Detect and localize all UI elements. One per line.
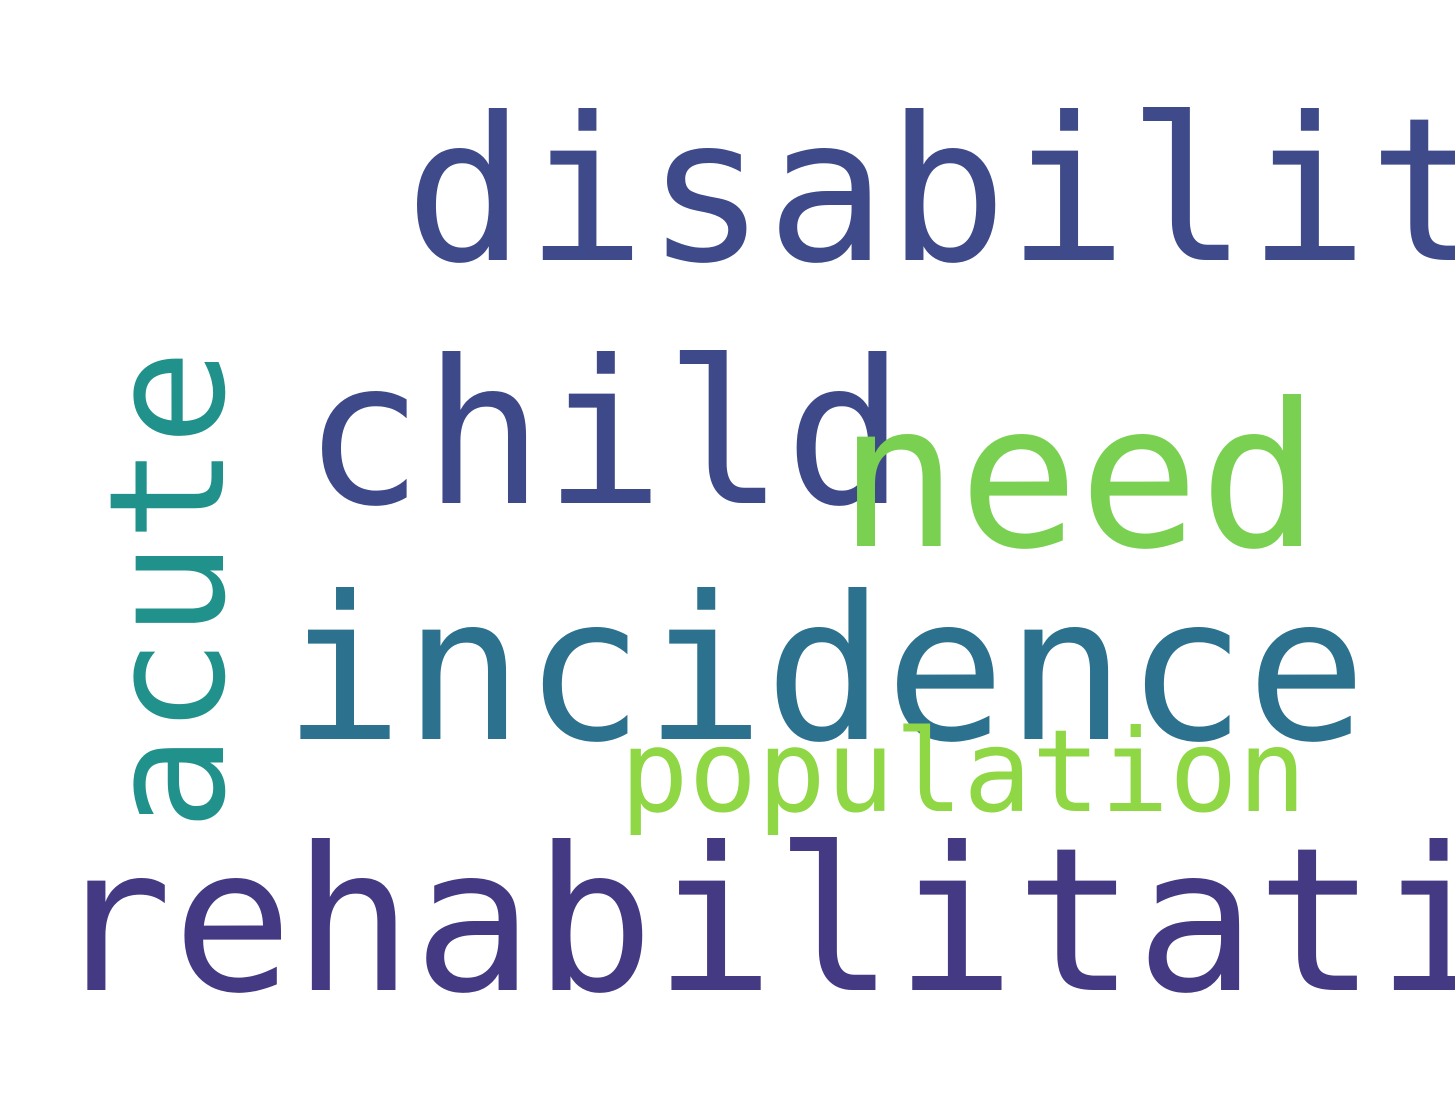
- word-rehabilitation: rehabilitation: [52, 805, 1455, 1038]
- word-child: child: [303, 318, 906, 551]
- word-need: need: [838, 361, 1320, 594]
- word-disability: disability: [405, 75, 1455, 308]
- word-incidence: incidence: [283, 554, 1367, 787]
- word-acute: acute: [74, 349, 261, 831]
- word-population: population: [620, 705, 1307, 838]
